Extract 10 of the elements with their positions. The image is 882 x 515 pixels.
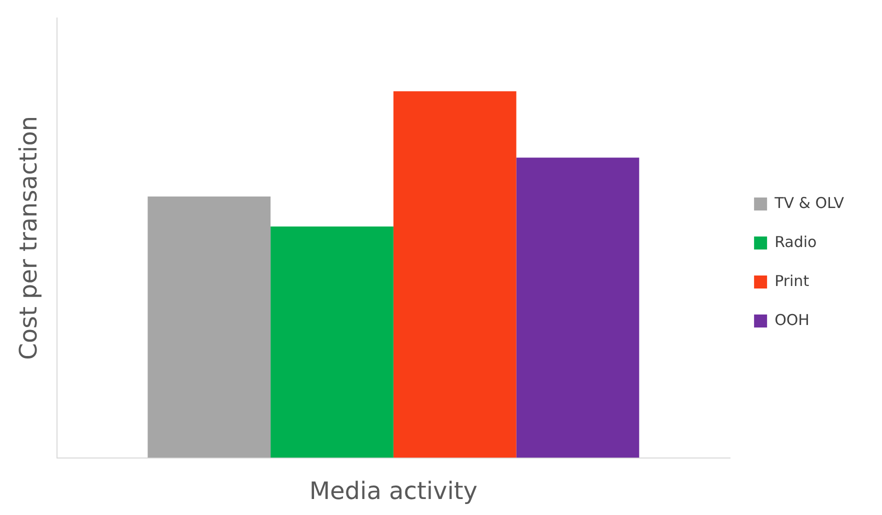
y-axis-title: Cost per transaction [14, 116, 43, 360]
legend-label: TV & OLV [774, 194, 845, 212]
x-axis-title: Media activity [309, 476, 478, 505]
legend-label: OOH [774, 310, 810, 329]
legend-label: Radio [774, 232, 817, 251]
bar [270, 226, 394, 458]
bar [516, 158, 640, 458]
bar [393, 91, 516, 458]
bar [148, 196, 271, 458]
legend-label: Print [774, 272, 810, 290]
